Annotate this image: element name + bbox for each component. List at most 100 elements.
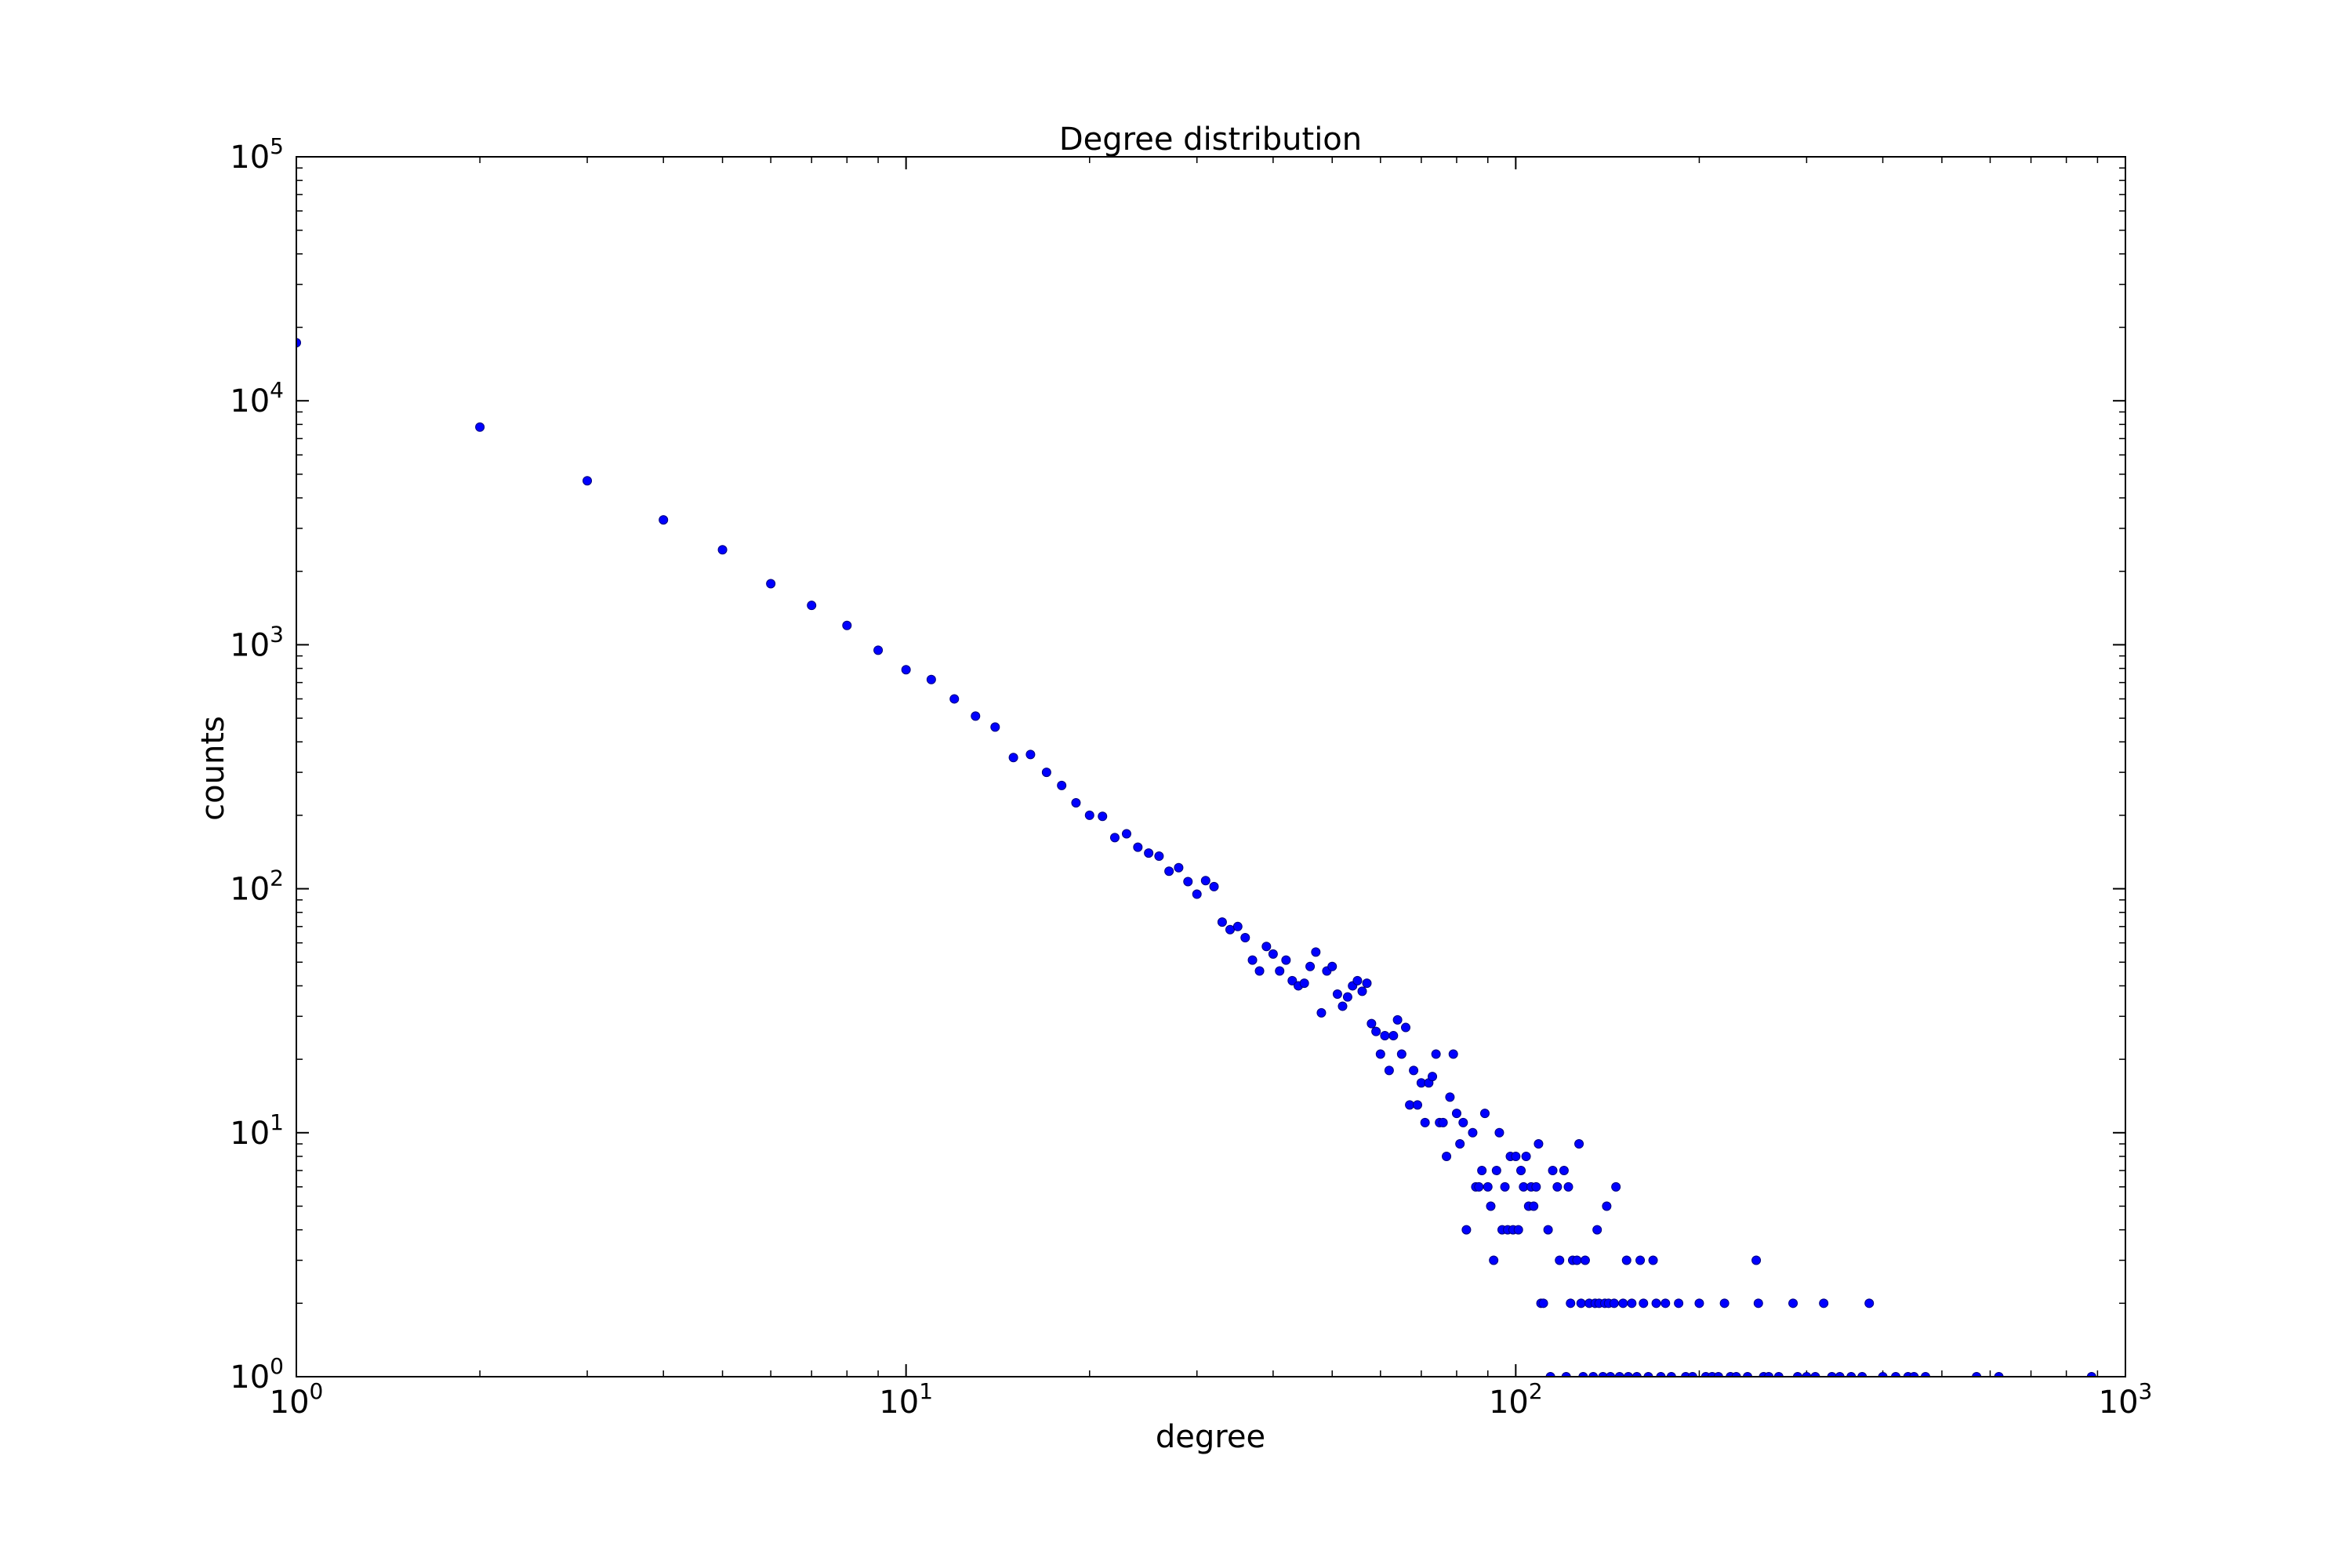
data-point <box>1627 1298 1637 1308</box>
data-point <box>1371 1026 1381 1036</box>
data-point <box>1574 1139 1584 1149</box>
x-tick-label: 103 <box>2099 1378 2153 1421</box>
data-point <box>1513 1225 1523 1235</box>
data-point <box>949 694 960 704</box>
data-point <box>1802 1372 1812 1377</box>
data-point <box>1375 1049 1385 1059</box>
data-point <box>1561 1372 1571 1377</box>
data-point <box>1400 1022 1410 1033</box>
plot-area <box>296 157 2125 1377</box>
data-point <box>1327 961 1338 971</box>
data-point <box>1773 1372 1784 1377</box>
data-point <box>1420 1117 1430 1127</box>
data-point <box>1632 1372 1642 1377</box>
x-tick-label: 101 <box>879 1378 933 1421</box>
data-point <box>1588 1372 1599 1377</box>
data-point <box>1552 1181 1563 1192</box>
data-point <box>1384 1065 1394 1076</box>
data-point <box>901 665 911 675</box>
data-point <box>1098 811 1108 822</box>
data-point <box>1362 978 1372 989</box>
x-tick-labels: 100 101 102 103 <box>270 1378 2153 1421</box>
data-point <box>1486 1201 1496 1211</box>
data-point <box>1674 1298 1684 1308</box>
data-point <box>1342 992 1352 1002</box>
data-point <box>1687 1372 1697 1377</box>
data-point <box>1192 889 1202 899</box>
data-point <box>1731 1372 1741 1377</box>
y-tick-labels: 100 101 102 103 104 105 <box>230 133 284 1396</box>
data-point <box>1367 1018 1377 1029</box>
data-point <box>1529 1201 1539 1211</box>
data-point <box>1352 975 1363 985</box>
data-point <box>1491 1166 1501 1176</box>
data-point <box>1531 1181 1541 1192</box>
data-point <box>1299 978 1309 989</box>
data-point <box>1681 1372 1691 1377</box>
data-point <box>1521 1151 1531 1161</box>
data-point <box>1753 1298 1763 1308</box>
data-point <box>1268 949 1278 959</box>
data-point <box>659 515 669 525</box>
data-point <box>1442 1151 1452 1161</box>
data-point <box>1164 866 1174 877</box>
data-point <box>1448 1049 1458 1059</box>
data-point <box>1261 942 1272 952</box>
data-point <box>1275 966 1285 976</box>
data-point <box>1183 877 1193 887</box>
data-point <box>717 545 728 555</box>
data-point <box>1972 1372 1982 1377</box>
data-point <box>1451 1109 1461 1119</box>
data-point <box>1635 1255 1646 1265</box>
data-point <box>1578 1372 1588 1377</box>
data-point <box>1819 1298 1829 1308</box>
data-point <box>1287 975 1298 985</box>
data-point <box>296 338 301 348</box>
data-point <box>1846 1372 1857 1377</box>
data-point <box>1041 768 1051 778</box>
data-point <box>1543 1225 1553 1235</box>
data-point <box>1609 1298 1619 1308</box>
y-tick-label: 102 <box>230 866 284 908</box>
data-point <box>1144 848 1154 858</box>
data-point <box>1857 1372 1867 1377</box>
y-axis-label: counts <box>195 716 231 821</box>
data-point <box>1071 798 1081 808</box>
data-point <box>1835 1372 1845 1377</box>
data-point <box>1154 851 1164 862</box>
data-point <box>1305 961 1316 971</box>
data-point <box>1458 1117 1468 1127</box>
data-point <box>1618 1298 1628 1308</box>
data-point <box>1751 1255 1762 1265</box>
data-point <box>1057 780 1067 790</box>
data-point <box>1445 1092 1455 1102</box>
data-point <box>475 422 485 432</box>
data-point <box>1614 1372 1624 1377</box>
data-point <box>1413 1100 1423 1110</box>
y-tick-label: 100 <box>230 1353 284 1396</box>
data-point <box>1428 1072 1438 1082</box>
data-point <box>1621 1255 1632 1265</box>
data-point <box>1548 1166 1558 1176</box>
data-point <box>1555 1255 1565 1265</box>
data-point <box>1461 1225 1472 1235</box>
plot-frame <box>296 156 2126 1377</box>
data-point <box>1455 1139 1465 1149</box>
data-point <box>1538 1298 1548 1308</box>
data-point <box>1656 1372 1666 1377</box>
data-point <box>1254 966 1265 976</box>
data-point <box>1648 1255 1658 1265</box>
data-point <box>1639 1298 1649 1308</box>
data-point <box>1651 1298 1661 1308</box>
data-point <box>1598 1372 1608 1377</box>
data-point <box>1713 1372 1723 1377</box>
data-point <box>1909 1372 1919 1377</box>
data-point <box>1332 989 1342 999</box>
x-tick-label: 102 <box>1489 1378 1543 1421</box>
data-point <box>1247 955 1258 965</box>
data-point <box>1311 947 1321 957</box>
chart-title: Degree distribution <box>1059 122 1362 158</box>
data-point <box>1388 1030 1399 1040</box>
data-point <box>1572 1255 1582 1265</box>
